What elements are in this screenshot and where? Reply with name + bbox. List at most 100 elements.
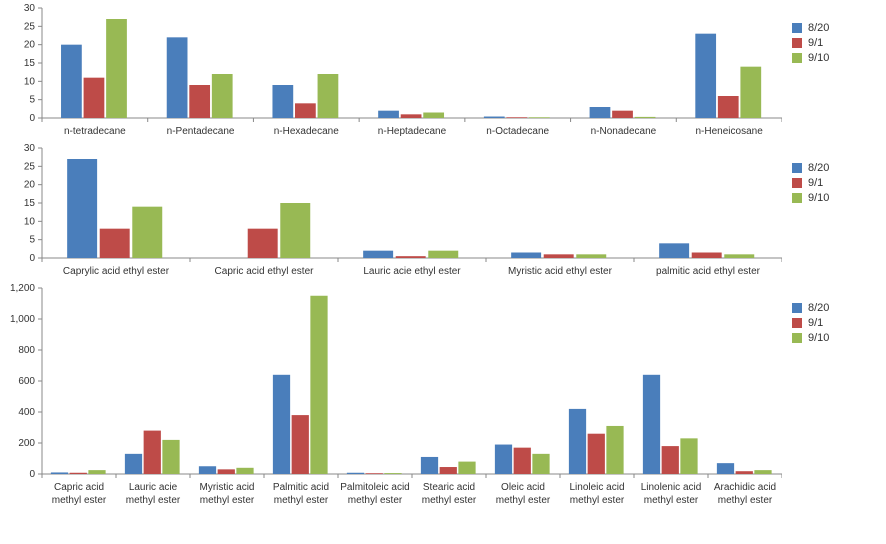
- legend-swatch: [792, 163, 802, 173]
- legend-1: 8/209/19/10: [782, 4, 829, 67]
- category-label: n-tetradecane: [64, 126, 126, 137]
- legend-item: 9/10: [792, 192, 829, 204]
- legend-item: 9/1: [792, 177, 829, 189]
- legend-swatch: [792, 38, 802, 48]
- bar: [440, 467, 457, 474]
- bar: [718, 96, 739, 118]
- bar: [569, 409, 586, 474]
- bar: [378, 111, 399, 118]
- bar: [736, 471, 753, 474]
- bar: [662, 446, 679, 474]
- legend-label: 9/1: [808, 317, 823, 329]
- bar: [280, 203, 310, 258]
- legend-label: 9/1: [808, 37, 823, 49]
- y-tick-label: 5: [29, 95, 35, 106]
- bar: [695, 34, 716, 118]
- figure-row-3: 02004006008001,0001,200Capric acidmethyl…: [8, 284, 878, 514]
- chart-methyl-esters: 02004006008001,0001,200Capric acidmethyl…: [8, 284, 782, 514]
- bar: [189, 85, 210, 118]
- y-tick-label: 10: [24, 76, 36, 87]
- y-tick-label: 1,000: [10, 314, 35, 325]
- legend-swatch: [792, 178, 802, 188]
- category-label: Caprylic acid ethyl ester: [63, 266, 170, 277]
- bar: [273, 375, 290, 474]
- category-label: Arachidic acid: [714, 482, 776, 493]
- bar: [212, 74, 233, 118]
- y-tick-label: 20: [24, 180, 36, 191]
- bar: [106, 19, 127, 118]
- category-label: methyl ester: [348, 495, 403, 506]
- bar: [88, 470, 105, 474]
- category-label: palmitic acid ethyl ester: [656, 266, 761, 277]
- chart-ethyl-esters-svg: 051015202530Caprylic acid ethyl esterCap…: [8, 144, 782, 284]
- bar: [218, 469, 235, 474]
- bar: [167, 37, 188, 118]
- legend-swatch: [792, 53, 802, 63]
- y-tick-label: 0: [29, 469, 35, 480]
- bar: [347, 473, 364, 474]
- bar: [635, 117, 656, 118]
- legend-swatch: [792, 23, 802, 33]
- bar: [495, 445, 512, 474]
- bar: [576, 254, 606, 258]
- category-label: n-Heneicosane: [696, 126, 764, 137]
- bar: [754, 470, 771, 474]
- figure-row-1: 051015202530n-tetradecanen-Pentadecanen-…: [8, 4, 878, 144]
- category-label: Lauric acie: [129, 482, 178, 493]
- legend-3: 8/20 9/1 9/10: [782, 284, 829, 347]
- legend-swatch: [792, 318, 802, 328]
- bar: [401, 114, 422, 118]
- bar: [363, 251, 393, 258]
- bar: [384, 473, 401, 474]
- bar: [318, 74, 339, 118]
- legend-item: 9/10: [792, 52, 829, 64]
- bar: [680, 438, 697, 474]
- bar: [132, 207, 162, 258]
- bar: [100, 229, 130, 258]
- category-label: methyl ester: [422, 495, 477, 506]
- chart-alkanes-svg: 051015202530n-tetradecanen-Pentadecanen-…: [8, 4, 782, 144]
- y-tick-label: 30: [24, 144, 36, 154]
- category-label: Oleic acid: [501, 482, 545, 493]
- y-tick-label: 15: [24, 58, 36, 69]
- bar: [458, 462, 475, 474]
- bar: [740, 67, 761, 118]
- bar: [248, 229, 278, 258]
- y-tick-label: 20: [24, 40, 36, 51]
- category-label: Palmitoleic acid: [340, 482, 409, 493]
- legend-label: 9/1: [808, 177, 823, 189]
- bar: [67, 159, 97, 258]
- category-label: methyl ester: [200, 495, 255, 506]
- legend-label: 8/20: [808, 162, 829, 174]
- category-label: Palmitic acid: [273, 482, 329, 493]
- chart-methyl-esters-svg: 02004006008001,0001,200Capric acidmethyl…: [8, 284, 782, 514]
- legend-item: 9/10: [792, 332, 829, 344]
- bar: [366, 473, 383, 474]
- legend-swatch: [792, 303, 802, 313]
- bar: [692, 253, 722, 259]
- figure-row-2: 051015202530Caprylic acid ethyl esterCap…: [8, 144, 878, 284]
- bar: [272, 85, 293, 118]
- bar: [61, 45, 82, 118]
- bar: [511, 253, 541, 259]
- y-tick-label: 0: [29, 253, 35, 264]
- category-label: n-Pentadecane: [167, 126, 235, 137]
- category-label: Linoleic acid: [569, 482, 624, 493]
- legend-item: 9/1: [792, 317, 829, 329]
- y-tick-label: 600: [18, 376, 35, 387]
- y-tick-label: 400: [18, 407, 35, 418]
- y-tick-label: 25: [24, 21, 36, 32]
- category-label: methyl ester: [274, 495, 329, 506]
- category-label: Myristic acid ethyl ester: [508, 266, 613, 277]
- category-label: Linolenic acid: [641, 482, 702, 493]
- bar: [292, 415, 309, 474]
- chart-ethyl-esters: 051015202530Caprylic acid ethyl esterCap…: [8, 144, 782, 284]
- legend-item: 9/1: [792, 37, 829, 49]
- category-label: n-Octadecane: [486, 126, 549, 137]
- category-label: methyl ester: [718, 495, 773, 506]
- category-label: Stearic acid: [423, 482, 475, 493]
- category-label: Capric acid: [54, 482, 104, 493]
- category-label: methyl ester: [52, 495, 107, 506]
- legend-label: 9/10: [808, 192, 829, 204]
- legend-label: 8/20: [808, 302, 829, 314]
